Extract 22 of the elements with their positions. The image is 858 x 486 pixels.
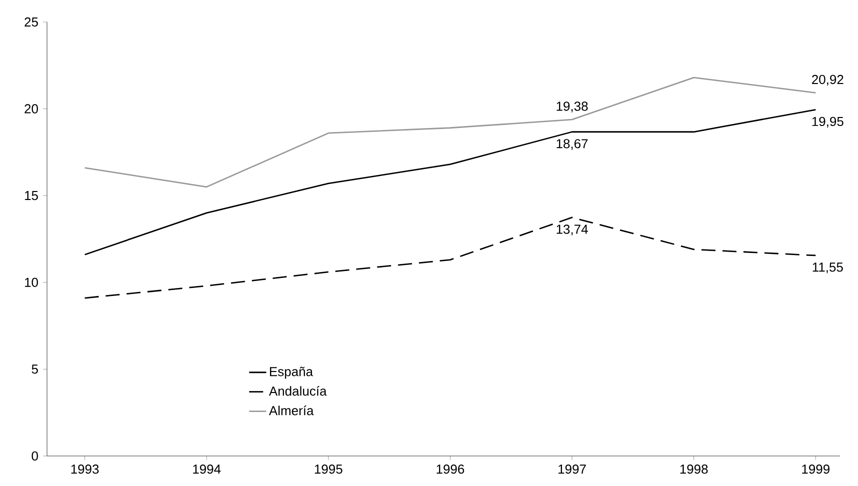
x-tick-label: 1997: [558, 464, 586, 474]
data-label: 18,67: [556, 139, 588, 150]
y-tick-label: 25: [24, 17, 38, 27]
x-tick-label: 1996: [436, 464, 464, 474]
legend-label: Andalucía: [268, 386, 327, 396]
y-tick-label: 5: [32, 364, 38, 374]
y-tick-label: 10: [25, 278, 38, 287]
data-label: 19,95: [812, 116, 844, 128]
x-tick-label: 1999: [802, 464, 830, 474]
y-tick-label: 20: [24, 104, 38, 114]
x-tick-label: 1995: [314, 464, 342, 474]
data-label: 11,55: [812, 262, 843, 274]
legend-label: Almería: [268, 406, 314, 416]
legend-label: España: [270, 366, 314, 379]
data-label: 20,92: [812, 74, 844, 86]
y-tick-label: 0: [32, 451, 38, 461]
data-label: 19,38: [556, 102, 588, 112]
data-label: 13,74: [556, 224, 588, 236]
x-tick-label: 1998: [680, 464, 708, 474]
x-tick-label: 1993: [71, 464, 99, 474]
x-tick-label: 1994: [193, 464, 221, 474]
y-tick-label: 15: [25, 191, 38, 200]
